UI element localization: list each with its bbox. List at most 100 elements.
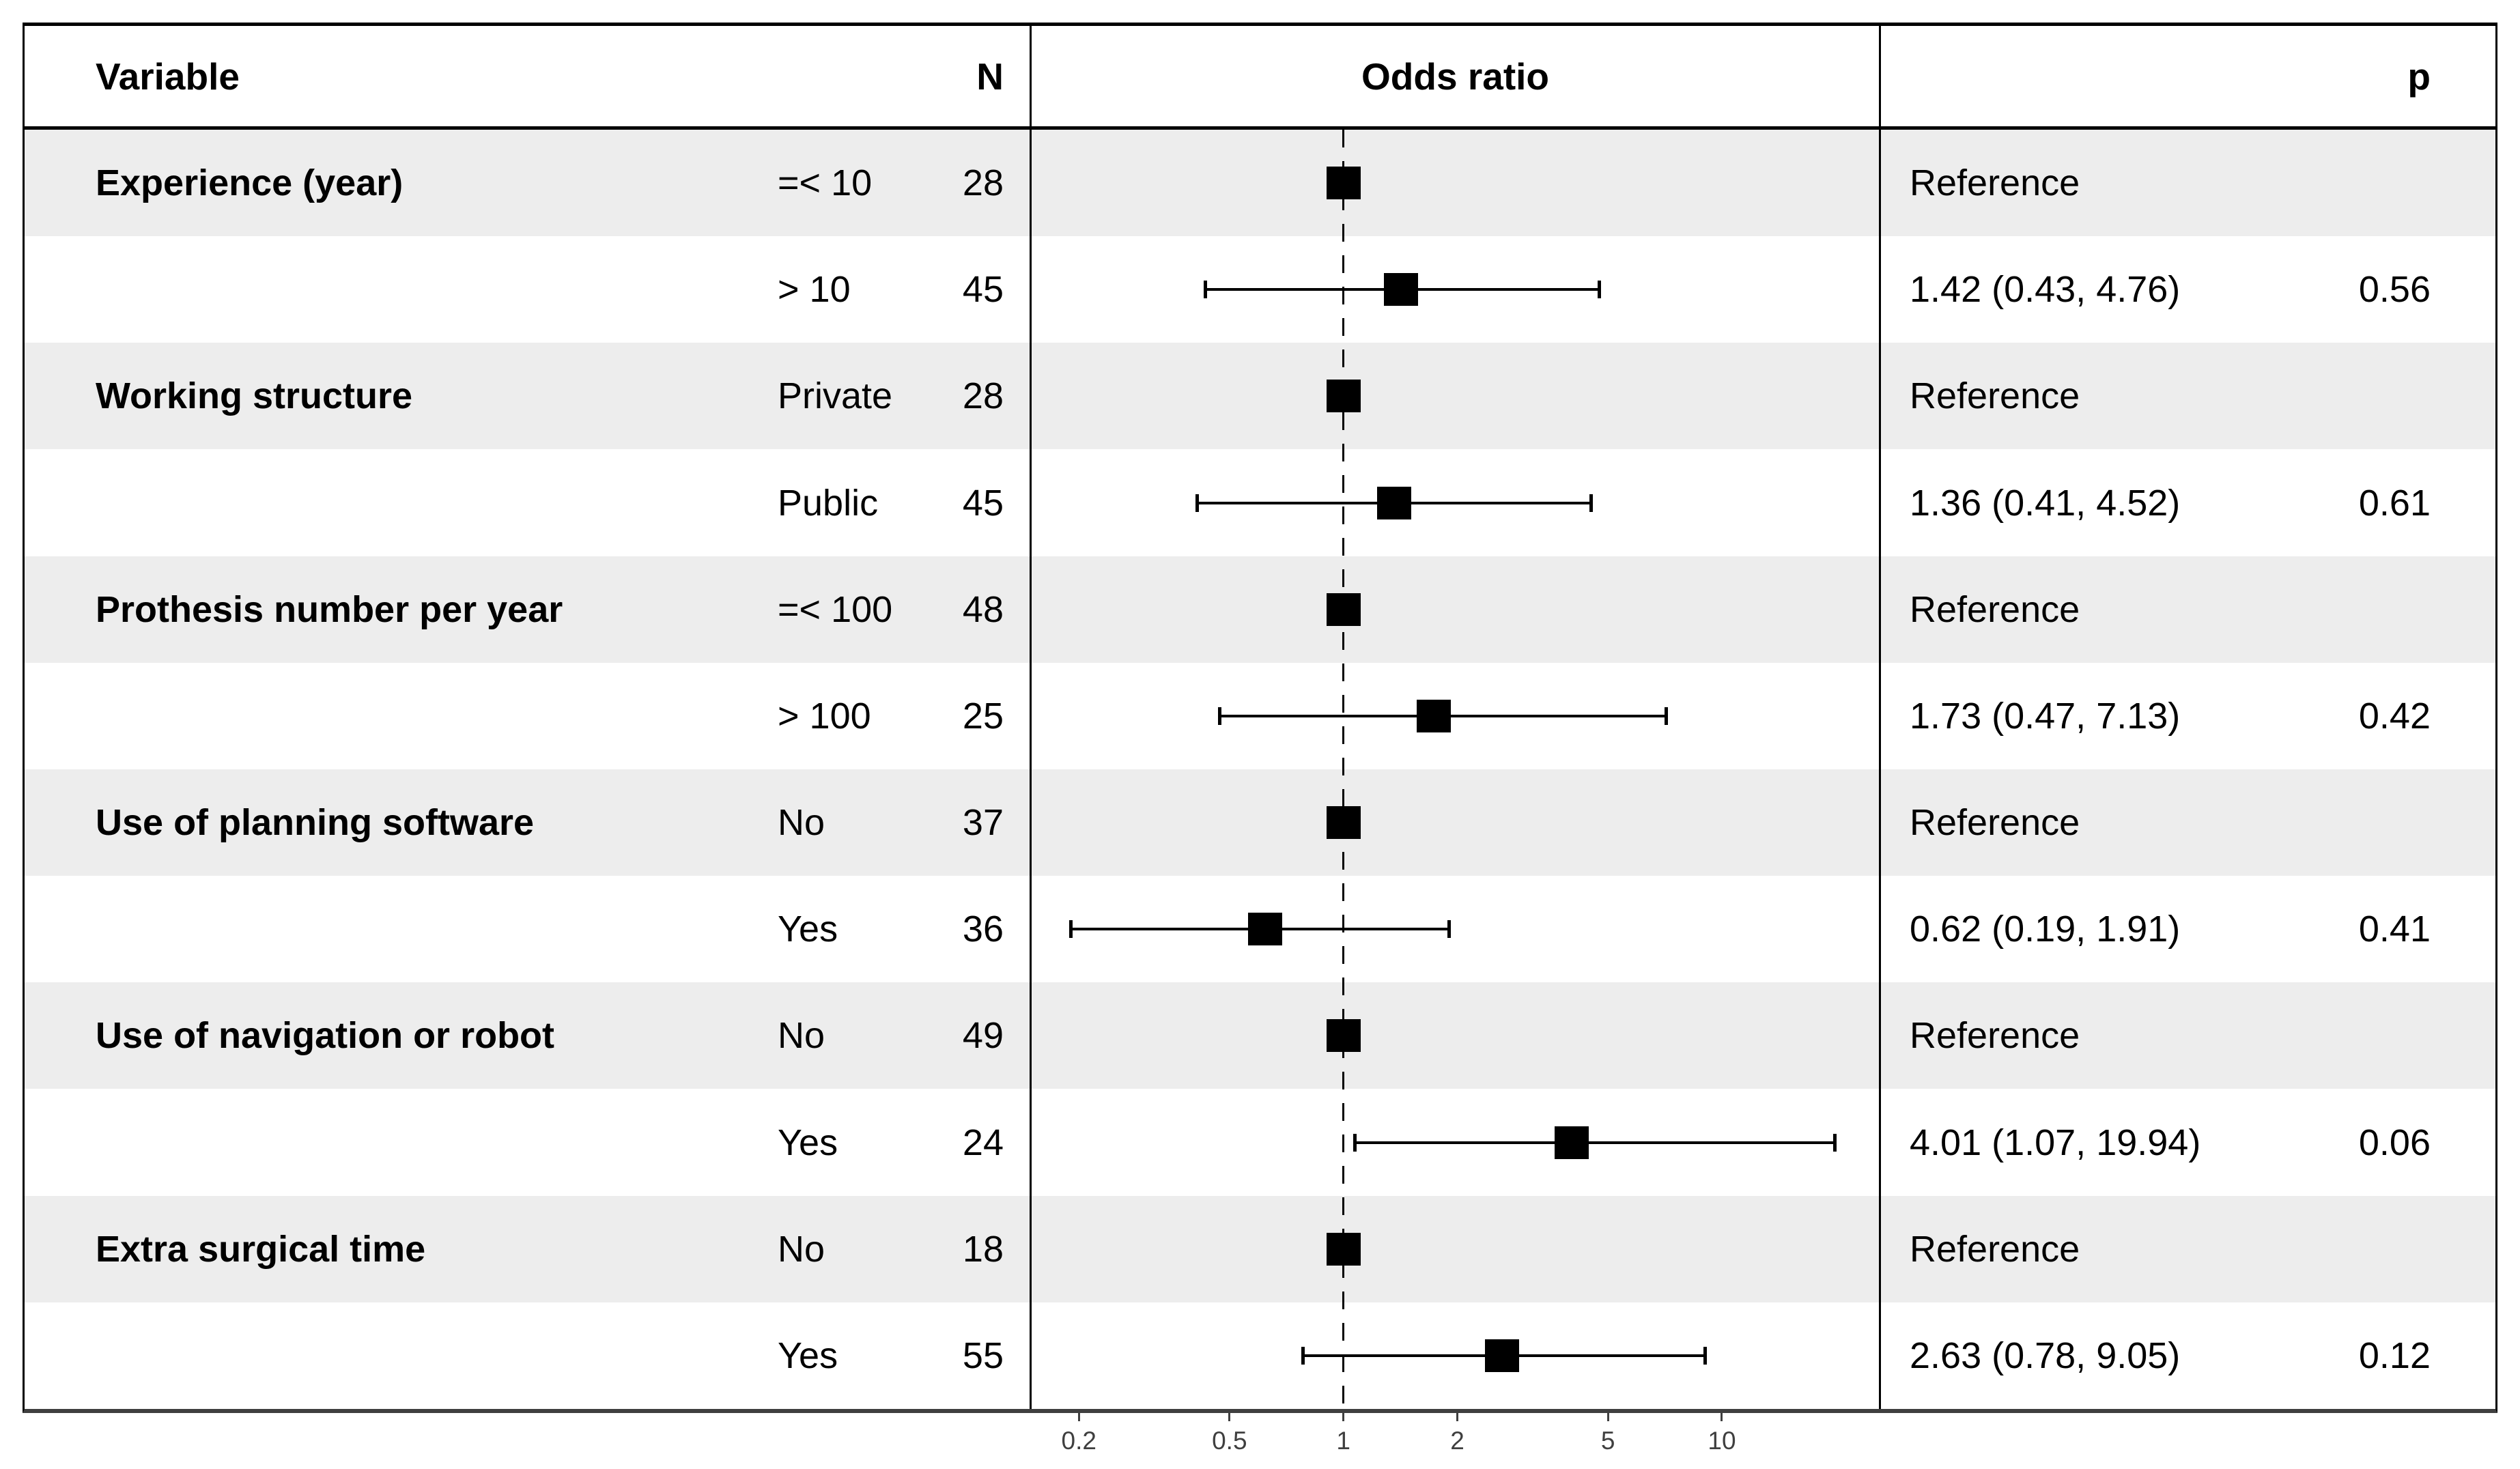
p-value: 0.42 xyxy=(2358,695,2431,737)
estimate-label: Reference xyxy=(1910,588,2080,630)
x-axis-tick-label: 0.2 xyxy=(1061,1427,1096,1455)
n-value: 24 xyxy=(962,1122,1004,1163)
table-content: Variable N Odds ratio p Experience (year… xyxy=(25,26,2495,1409)
ci-cap-low xyxy=(1301,1346,1305,1365)
estimate-label: 1.36 (0.41, 4.52) xyxy=(1910,482,2181,524)
variable-label: Use of planning software xyxy=(96,802,535,844)
p-value: 0.61 xyxy=(2358,482,2431,524)
x-axis-tick-label: 10 xyxy=(1708,1427,1736,1455)
n-value: 36 xyxy=(962,909,1004,950)
category-label: Yes xyxy=(778,909,838,950)
variable-label: Extra surgical time xyxy=(96,1228,426,1270)
p-value: 0.41 xyxy=(2358,909,2431,950)
p-value: 0.56 xyxy=(2358,269,2431,311)
category-label: No xyxy=(778,1228,825,1270)
header-row: Variable N Odds ratio p xyxy=(25,26,2495,130)
category-label: Public xyxy=(778,482,879,524)
category-label: > 100 xyxy=(778,695,871,737)
variable-label: Experience (year) xyxy=(96,162,404,204)
or-marker xyxy=(1384,273,1419,306)
x-axis-tick xyxy=(1077,1413,1080,1421)
table-row: Experience (year) =< 10 28 Reference xyxy=(25,130,2495,237)
column-divider-left xyxy=(1030,26,1032,1409)
or-marker xyxy=(1247,913,1282,946)
ci-cap-low xyxy=(1353,1133,1357,1152)
x-axis-tick-label: 2 xyxy=(1450,1427,1464,1455)
x-axis-tick xyxy=(1456,1413,1459,1421)
estimate-label: 1.42 (0.43, 4.76) xyxy=(1910,269,2181,311)
category-label: Yes xyxy=(778,1335,838,1376)
table-row: Working structure Private 28 Reference xyxy=(25,343,2495,450)
ci-cap-low xyxy=(1195,494,1200,512)
ci-cap-high xyxy=(1589,494,1593,512)
category-label: Yes xyxy=(778,1122,838,1163)
category-label: No xyxy=(778,802,825,844)
n-value: 25 xyxy=(962,695,1004,737)
x-axis-tick-label: 0.5 xyxy=(1212,1427,1247,1455)
ci-cap-high xyxy=(1833,1133,1837,1152)
estimate-label: Reference xyxy=(1910,1015,2080,1057)
p-value: 0.06 xyxy=(2358,1122,2431,1163)
n-value: 28 xyxy=(962,375,1004,417)
header-variable: Variable xyxy=(96,55,240,98)
or-marker xyxy=(1376,486,1411,519)
estimate-label: 2.63 (0.78, 9.05) xyxy=(1910,1335,2181,1376)
table-row: > 10 45 1.42 (0.43, 4.76) 0.56 xyxy=(25,236,2495,343)
x-axis-tick xyxy=(1606,1413,1609,1421)
variable-label: Prothesis number per year xyxy=(96,588,563,630)
n-value: 18 xyxy=(962,1228,1004,1270)
n-value: 48 xyxy=(962,588,1004,630)
header-odds-ratio: Odds ratio xyxy=(1361,55,1550,98)
ci-whisker xyxy=(1354,1141,1836,1144)
table-row: Yes 36 0.62 (0.19, 1.91) 0.41 xyxy=(25,876,2495,982)
table-row: Yes 24 4.01 (1.07, 19.94) 0.06 xyxy=(25,1089,2495,1196)
estimate-label: 4.01 (1.07, 19.94) xyxy=(1910,1122,2201,1163)
or-marker xyxy=(1555,1126,1589,1159)
n-value: 45 xyxy=(962,269,1004,311)
x-axis-tick xyxy=(1721,1413,1723,1421)
ci-cap-high xyxy=(1598,281,1602,299)
column-divider-right xyxy=(1879,26,1881,1409)
estimate-label: 0.62 (0.19, 1.91) xyxy=(1910,909,2181,950)
p-value: 0.12 xyxy=(2358,1335,2431,1376)
n-value: 28 xyxy=(962,162,1004,204)
n-value: 49 xyxy=(962,1015,1004,1057)
table-row: Prothesis number per year =< 100 48 Referen… xyxy=(25,556,2495,663)
estimate-label: Reference xyxy=(1910,802,2080,844)
table-row: Use of navigation or robot No 49 Reference xyxy=(25,982,2495,1089)
ci-cap-low xyxy=(1068,920,1073,939)
table-rows: Experience (year) =< 10 28 Reference > 10 45 1… xyxy=(25,130,2495,1409)
forest-table: Variable N Odds ratio p Experience (year… xyxy=(23,23,2497,1413)
estimate-label: Reference xyxy=(1910,162,2080,204)
ci-cap-low xyxy=(1203,281,1207,299)
x-axis-tick xyxy=(1342,1413,1345,1421)
header-n: N xyxy=(976,55,1004,98)
n-value: 45 xyxy=(962,482,1004,524)
ci-cap-high xyxy=(1664,707,1668,725)
header-p: p xyxy=(2407,55,2431,98)
x-axis-tick-label: 5 xyxy=(1600,1427,1615,1455)
reference-dashed-line xyxy=(1342,130,1345,1409)
table-row: Public 45 1.36 (0.41, 4.52) 0.61 xyxy=(25,450,2495,556)
table-row: Yes 55 2.63 (0.78, 9.05) 0.12 xyxy=(25,1302,2495,1409)
ci-cap-high xyxy=(1447,920,1452,939)
table-row: > 100 25 1.73 (0.47, 7.13) 0.42 xyxy=(25,663,2495,769)
estimate-label: Reference xyxy=(1910,1228,2080,1270)
table-row: Extra surgical time No 18 Reference xyxy=(25,1195,2495,1302)
category-label: No xyxy=(778,1015,825,1057)
variable-label: Use of navigation or robot xyxy=(96,1015,555,1057)
n-value: 37 xyxy=(962,802,1004,844)
estimate-label: Reference xyxy=(1910,375,2080,417)
x-axis-tick xyxy=(1228,1413,1231,1421)
x-axis-tick-label: 1 xyxy=(1336,1427,1350,1455)
category-label: =< 10 xyxy=(778,162,873,204)
ci-cap-low xyxy=(1217,707,1221,725)
n-value: 55 xyxy=(962,1335,1004,1376)
or-marker xyxy=(1416,699,1451,732)
category-label: > 10 xyxy=(778,269,851,311)
category-label: Private xyxy=(778,375,893,417)
variable-label: Working structure xyxy=(96,375,413,417)
or-marker xyxy=(1485,1339,1520,1372)
category-label: =< 100 xyxy=(778,588,893,630)
